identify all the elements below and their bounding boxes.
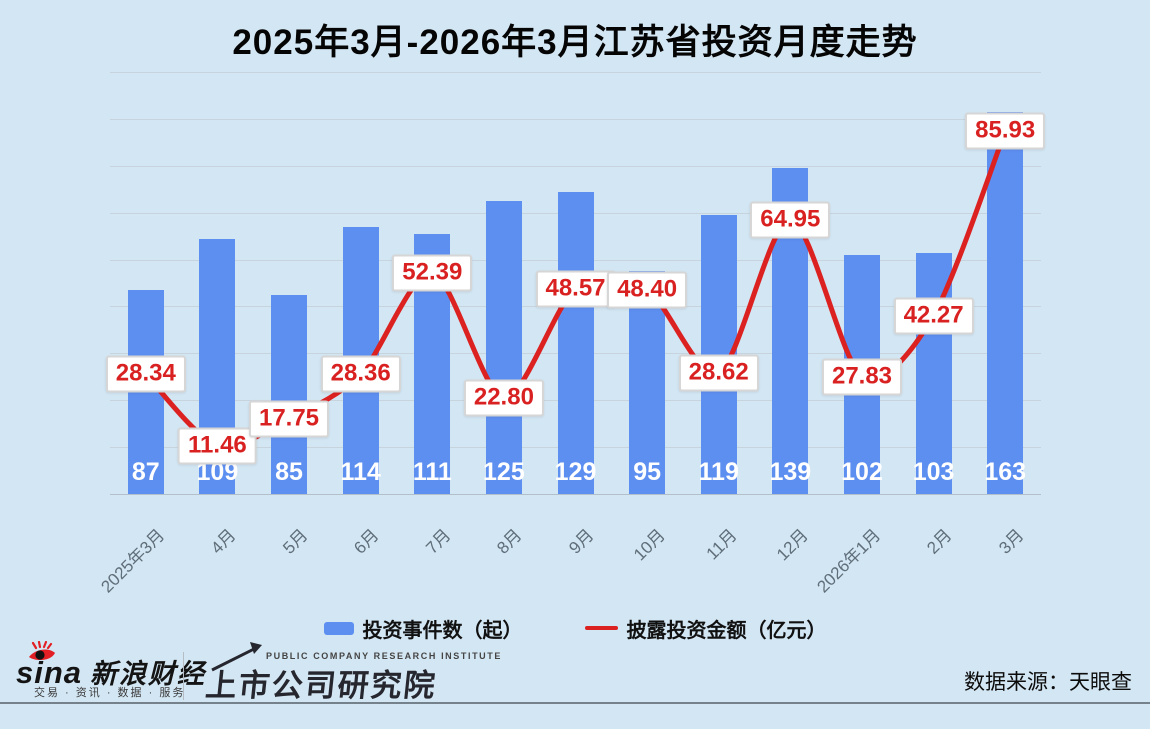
line-point-label: 28.62 <box>678 354 759 392</box>
x-axis-label: 4月 <box>207 525 240 558</box>
bar-3月 <box>987 111 1024 494</box>
grid-line <box>110 165 1041 167</box>
grid-line <box>110 118 1041 120</box>
bar-value-label: 102 <box>841 458 883 486</box>
grid-line <box>110 72 1041 73</box>
legend-item-bar-series: 投资事件数（起） <box>323 614 523 643</box>
x-axis-label: 2月 <box>923 525 956 558</box>
bar-value-label: 111 <box>412 458 452 486</box>
line-point-label: 28.34 <box>105 355 186 393</box>
x-axis-label: 12月 <box>773 525 813 565</box>
footer-divider <box>183 652 184 700</box>
x-axis-label: 2026年1月 <box>813 525 884 597</box>
line-point-label: 52.39 <box>392 254 473 292</box>
sina-tagline: 交易 · 资讯 · 数据 · 服务 <box>34 687 186 699</box>
line-point-label: 22.80 <box>463 379 544 417</box>
line-point-label: 27.83 <box>821 358 903 396</box>
bar-value-label: 85 <box>275 458 303 486</box>
legend: 投资事件数（起） 披露投资金额（亿元） <box>0 610 1150 646</box>
line-point-label: 64.95 <box>750 201 831 239</box>
x-axis-label: 9月 <box>565 525 598 558</box>
x-axis-label: 8月 <box>493 525 526 558</box>
line-point-label: 48.40 <box>607 271 688 309</box>
x-axis-label: 3月 <box>995 525 1028 558</box>
bar-series-swatch-icon <box>323 621 354 635</box>
x-axis-label: 11月 <box>702 525 741 564</box>
sina-finance-brand: 新浪财经 <box>90 659 207 689</box>
x-axis-label: 5月 <box>278 525 311 558</box>
bar-value-label: 139 <box>769 458 812 486</box>
legend-item-line-series: 披露投资金额（亿元） <box>584 614 827 643</box>
bar-value-label: 114 <box>340 458 381 486</box>
bar-value-label: 125 <box>483 458 525 486</box>
bar-value-label: 87 <box>131 458 160 486</box>
bar-value-label: 103 <box>912 458 955 486</box>
sina-eye-icon <box>27 640 57 670</box>
data-source-note: 数据来源：天眼查 <box>964 671 1132 694</box>
x-axis-line <box>110 494 1041 495</box>
line-point-label: 85.93 <box>965 112 1046 150</box>
sina-logo: sina 新浪财经 <box>16 652 206 691</box>
trend-arrow-icon <box>208 638 270 679</box>
x-axis-label: 6月 <box>350 525 383 558</box>
line-point-label: 48.57 <box>535 270 616 308</box>
line-point-label: 42.27 <box>893 297 974 335</box>
line-point-label: 17.75 <box>248 400 330 438</box>
legend-label-bar-series: 投资事件数（起） <box>362 619 523 642</box>
bar-9月 <box>557 191 594 494</box>
footer-rule <box>0 702 1150 704</box>
institute-name-en: PUBLIC COMPANY RESEARCH INSTITUTE <box>266 651 502 661</box>
chart-title: 2025年3月-2026年3月江苏省投资月度走势 <box>232 23 918 62</box>
bar-value-label: 119 <box>698 458 739 486</box>
bar-value-label: 129 <box>554 458 597 486</box>
bar-value-label: 163 <box>984 458 1027 486</box>
bar-8月 <box>485 200 522 494</box>
line-series-swatch-icon <box>584 626 618 630</box>
line-point-label: 28.36 <box>320 355 401 393</box>
x-axis-label: 2025年3月 <box>96 525 168 597</box>
legend-label-line-series: 披露投资金额（亿元） <box>626 619 827 642</box>
x-axis-label: 7月 <box>422 525 455 558</box>
sina-logo-wordmark: sina <box>16 655 83 690</box>
line-point-label: 11.46 <box>178 427 257 465</box>
bar-value-label: 95 <box>633 458 661 486</box>
x-axis-label: 10月 <box>630 525 670 565</box>
